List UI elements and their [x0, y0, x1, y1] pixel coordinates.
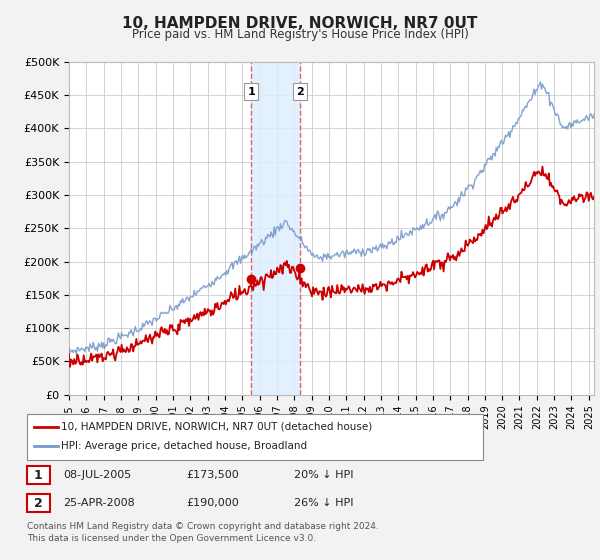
Text: Price paid vs. HM Land Registry's House Price Index (HPI): Price paid vs. HM Land Registry's House …	[131, 28, 469, 41]
Bar	[251, 62, 300, 395]
Text: 2: 2	[296, 87, 304, 96]
Text: 10, HAMPDEN DRIVE, NORWICH, NR7 0UT (detached house): 10, HAMPDEN DRIVE, NORWICH, NR7 0UT (det…	[61, 422, 373, 432]
Text: 25-APR-2008: 25-APR-2008	[63, 498, 135, 508]
Text: 20% ↓ HPI: 20% ↓ HPI	[294, 470, 353, 480]
Text: £190,000: £190,000	[186, 498, 239, 508]
Text: £173,500: £173,500	[186, 470, 239, 480]
Text: 08-JUL-2005: 08-JUL-2005	[63, 470, 131, 480]
Text: 10, HAMPDEN DRIVE, NORWICH, NR7 0UT: 10, HAMPDEN DRIVE, NORWICH, NR7 0UT	[122, 16, 478, 31]
Text: 1: 1	[34, 469, 43, 482]
Text: HPI: Average price, detached house, Broadland: HPI: Average price, detached house, Broa…	[61, 441, 307, 451]
Text: 2: 2	[34, 497, 43, 510]
Text: 1: 1	[247, 87, 255, 96]
Text: 26% ↓ HPI: 26% ↓ HPI	[294, 498, 353, 508]
Text: Contains HM Land Registry data © Crown copyright and database right 2024.
This d: Contains HM Land Registry data © Crown c…	[27, 522, 379, 543]
